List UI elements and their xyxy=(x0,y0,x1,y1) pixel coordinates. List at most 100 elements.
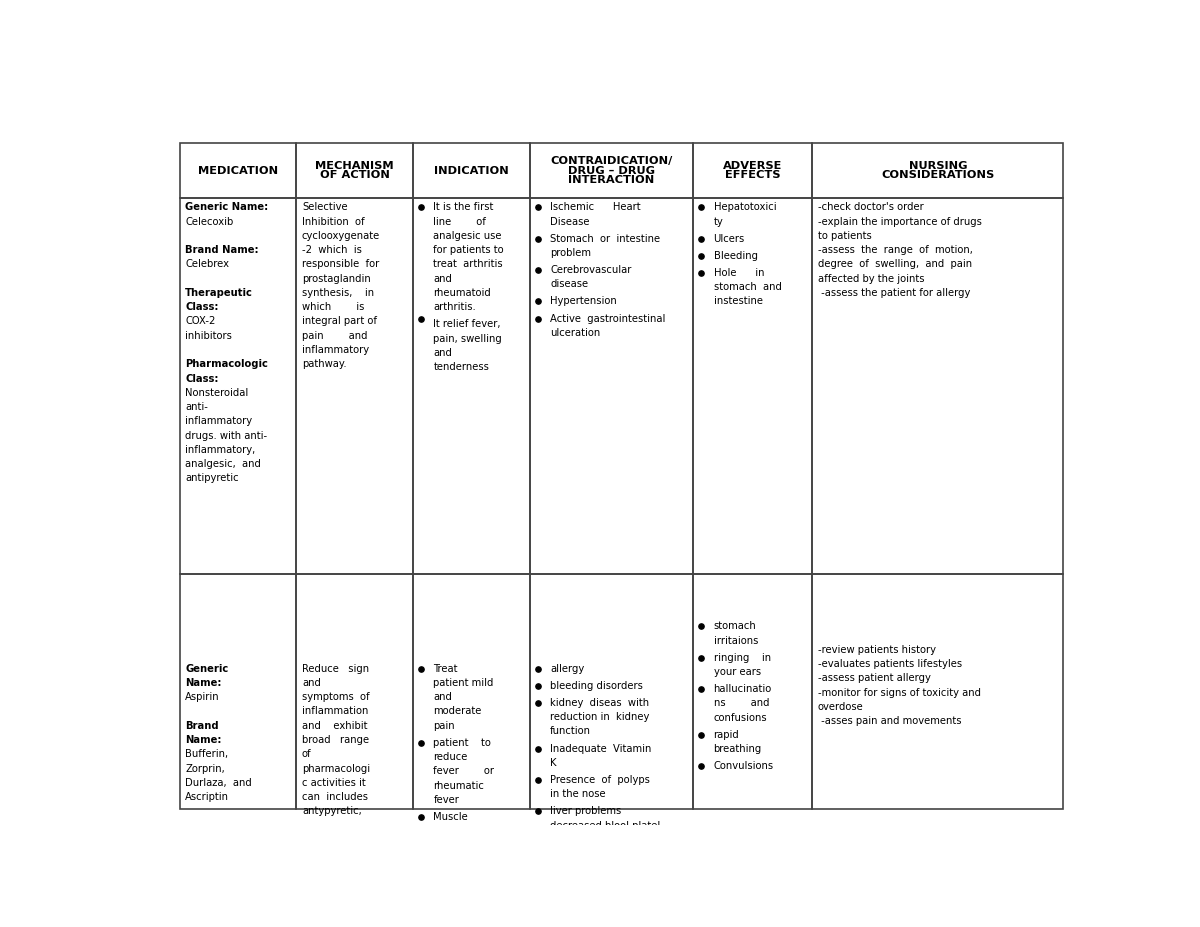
Text: COX-2: COX-2 xyxy=(185,316,216,326)
Text: -assess patient allergy: -assess patient allergy xyxy=(818,673,931,683)
Text: Brand Name:: Brand Name: xyxy=(185,245,259,255)
Text: responsible  for: responsible for xyxy=(302,260,379,270)
Text: inflammatory: inflammatory xyxy=(302,345,370,355)
Text: Hepatotoxici: Hepatotoxici xyxy=(714,202,776,212)
Text: fever        or: fever or xyxy=(433,767,494,776)
Text: ty: ty xyxy=(714,217,724,226)
Text: pain, swelling: pain, swelling xyxy=(433,334,503,344)
Text: Ascriptin: Ascriptin xyxy=(185,792,229,802)
Text: rapid: rapid xyxy=(714,730,739,740)
Text: Generic: Generic xyxy=(185,664,228,674)
Text: rheumatoid: rheumatoid xyxy=(433,288,491,298)
Text: prostaglandin: prostaglandin xyxy=(302,273,371,284)
Text: -monitor for signs of toxicity and: -monitor for signs of toxicity and xyxy=(818,688,980,698)
Bar xyxy=(812,574,1063,809)
Text: ringing    in: ringing in xyxy=(714,653,770,663)
Bar xyxy=(296,574,413,809)
Text: to patients: to patients xyxy=(818,231,871,241)
Text: and: and xyxy=(433,348,452,358)
Text: affected by the joints: affected by the joints xyxy=(818,273,924,284)
Text: and: and xyxy=(433,273,452,284)
Text: can  includes: can includes xyxy=(302,792,368,802)
Text: ulceration: ulceration xyxy=(550,328,600,337)
Text: Cerebrovascular: Cerebrovascular xyxy=(550,265,631,275)
Text: problem: problem xyxy=(550,248,592,258)
Text: Class:: Class: xyxy=(185,374,218,384)
Bar xyxy=(812,144,1063,198)
Text: for patients to: for patients to xyxy=(433,245,504,255)
Text: Treat: Treat xyxy=(433,664,458,674)
Text: liver problems: liver problems xyxy=(550,806,622,817)
Bar xyxy=(694,574,812,809)
Text: ADVERSE: ADVERSE xyxy=(724,161,782,171)
Text: c activities it: c activities it xyxy=(302,778,366,788)
Text: function: function xyxy=(550,727,592,736)
Text: instestine: instestine xyxy=(714,297,762,307)
Text: hallucinatio: hallucinatio xyxy=(714,684,772,694)
Text: line        of: line of xyxy=(433,217,486,226)
Text: moderate: moderate xyxy=(433,706,482,717)
Text: breathing: breathing xyxy=(714,744,762,754)
Text: Celecoxib: Celecoxib xyxy=(185,217,234,226)
Text: It is the first: It is the first xyxy=(433,202,494,212)
Bar xyxy=(529,198,694,574)
Text: of: of xyxy=(302,749,312,759)
Text: Therapeutic: Therapeutic xyxy=(185,288,253,298)
Text: Name:: Name: xyxy=(185,678,222,688)
Text: NURSING: NURSING xyxy=(908,161,967,171)
Text: Nonsteroidal: Nonsteroidal xyxy=(185,387,248,398)
Text: overdose: overdose xyxy=(818,702,864,712)
Text: stomach  and: stomach and xyxy=(714,282,781,292)
Text: -check doctor's order: -check doctor's order xyxy=(818,202,924,212)
Text: Presence  of  polyps: Presence of polyps xyxy=(550,775,650,785)
Bar xyxy=(529,574,694,809)
Text: -assess the patient for allergy: -assess the patient for allergy xyxy=(818,288,971,298)
Text: synthesis,    in: synthesis, in xyxy=(302,288,374,298)
Bar xyxy=(180,574,296,809)
Text: symptoms  of: symptoms of xyxy=(302,692,370,702)
Text: patient    to: patient to xyxy=(433,738,491,748)
Text: reduction in  kidney: reduction in kidney xyxy=(550,712,649,722)
Text: integral part of: integral part of xyxy=(302,316,377,326)
Text: Zorprin,: Zorprin, xyxy=(185,764,226,773)
Text: K: K xyxy=(550,757,557,768)
Text: stomach: stomach xyxy=(714,621,756,631)
Text: cyclooxygenate: cyclooxygenate xyxy=(302,231,380,241)
Text: Inhibition  of: Inhibition of xyxy=(302,217,365,226)
Text: Aspirin: Aspirin xyxy=(185,692,220,702)
Text: analgesic,  and: analgesic, and xyxy=(185,459,262,469)
Text: Ischemic      Heart: Ischemic Heart xyxy=(550,202,641,212)
Text: MECHANISM: MECHANISM xyxy=(316,161,394,171)
Text: analgesic use: analgesic use xyxy=(433,231,502,241)
Text: and: and xyxy=(302,678,320,688)
Bar xyxy=(180,144,296,198)
Text: tenderness: tenderness xyxy=(433,362,490,372)
Text: pain: pain xyxy=(433,720,455,730)
Text: Ulcers: Ulcers xyxy=(714,234,745,244)
Text: fever: fever xyxy=(433,795,460,805)
Text: ns        and: ns and xyxy=(714,698,769,708)
Text: your ears: your ears xyxy=(714,667,761,677)
Text: degree  of  swelling,  and  pain: degree of swelling, and pain xyxy=(818,260,972,270)
Text: decreased blool platel: decreased blool platel xyxy=(550,820,660,831)
Bar xyxy=(529,144,694,198)
Text: and    exhibit: and exhibit xyxy=(302,720,367,730)
Text: reduce: reduce xyxy=(433,752,468,762)
Text: antipyretic: antipyretic xyxy=(185,474,239,484)
Text: Hypertension: Hypertension xyxy=(550,297,617,307)
Text: bleeding disorders: bleeding disorders xyxy=(550,680,643,691)
Text: inflammatory,: inflammatory, xyxy=(185,445,256,455)
Text: pain        and: pain and xyxy=(302,331,367,341)
Text: DRUG – DRUG: DRUG – DRUG xyxy=(568,166,655,175)
Bar xyxy=(413,144,529,198)
Text: treat  arthritis: treat arthritis xyxy=(433,260,503,270)
Text: Convulsions: Convulsions xyxy=(714,761,774,771)
Bar xyxy=(812,198,1063,574)
Text: Class:: Class: xyxy=(185,302,218,312)
Text: -2  which  is: -2 which is xyxy=(302,245,362,255)
Text: -explain the importance of drugs: -explain the importance of drugs xyxy=(818,217,982,226)
Text: Inadequate  Vitamin: Inadequate Vitamin xyxy=(550,743,652,754)
Text: EFFECTS: EFFECTS xyxy=(725,171,780,181)
Text: inhibitors: inhibitors xyxy=(185,331,233,341)
Text: drugs. with anti-: drugs. with anti- xyxy=(185,431,268,440)
